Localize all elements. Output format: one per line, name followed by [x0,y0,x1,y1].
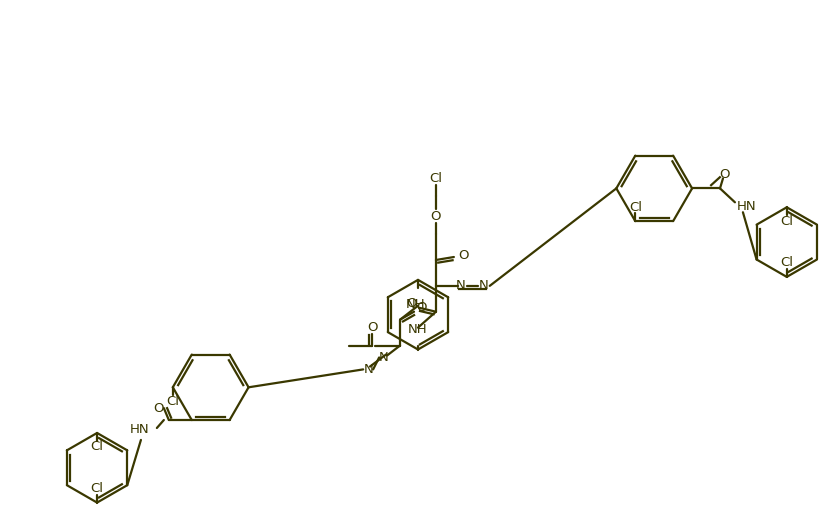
Text: O: O [405,297,415,310]
Text: Cl: Cl [429,172,442,185]
Text: NH: NH [405,298,426,311]
Text: N: N [363,363,373,376]
Text: O: O [366,321,377,334]
Text: N: N [456,279,465,293]
Text: Cl: Cl [779,215,793,228]
Text: O: O [416,301,426,314]
Text: Cl: Cl [779,256,793,269]
Text: N: N [379,351,389,364]
Text: HN: HN [736,200,756,213]
Text: O: O [719,168,729,181]
Text: N: N [478,279,488,293]
Text: O: O [431,209,441,223]
Text: O: O [154,401,164,414]
Text: HN: HN [129,424,149,437]
Text: NH: NH [408,322,427,335]
Text: Cl: Cl [628,201,641,214]
Text: Cl: Cl [166,395,179,408]
Text: Cl: Cl [90,440,104,454]
Text: Cl: Cl [90,482,104,495]
Text: O: O [458,249,468,262]
